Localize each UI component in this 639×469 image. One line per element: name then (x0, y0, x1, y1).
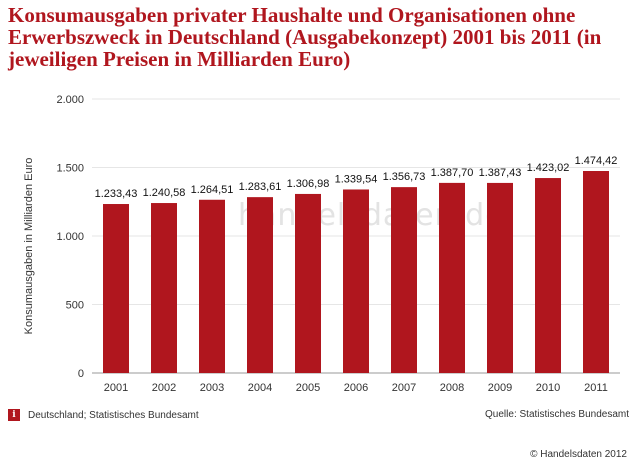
data-label-2002: 1.240,58 (143, 187, 186, 199)
bar-2003[interactable] (199, 199, 225, 373)
x-tick-label: 2006 (344, 382, 368, 394)
data-label-2008: 1.387,70 (431, 167, 474, 179)
source-quelle: Quelle: Statistisches Bundesamt (485, 409, 629, 420)
bar-2002[interactable] (151, 203, 177, 373)
footer-source: i Deutschland; Statistisches Bundesamt (8, 409, 199, 421)
data-label-2003: 1.264,51 (191, 184, 234, 196)
y-tick-label: 1.000 (56, 231, 84, 243)
x-tick-label: 2009 (488, 382, 512, 394)
bar-2005[interactable] (295, 193, 321, 373)
x-tick-label: 2001 (104, 382, 128, 394)
x-axis-ticks: 2001 2002 2003 2004 2005 2006 2007 2008 2009 2010… (104, 382, 608, 394)
x-tick-label: 2007 (392, 382, 416, 394)
bar-2007[interactable] (391, 187, 417, 373)
y-tick-label: 1.500 (56, 163, 84, 175)
data-label-2006: 1.339,54 (335, 173, 378, 185)
data-label-2001: 1.233,43 (95, 188, 138, 200)
bar-2009[interactable] (487, 182, 513, 373)
x-tick-label: 2005 (296, 382, 320, 394)
data-label-2010: 1.423,02 (527, 162, 570, 174)
y-axis-label: Konsumausgaben in Milliarden Euro (23, 158, 35, 335)
x-tick-label: 2010 (536, 382, 560, 394)
bar-2010[interactable] (535, 178, 561, 373)
bar-2006[interactable] (343, 189, 369, 373)
bar-2011[interactable] (583, 171, 609, 373)
x-tick-label: 2002 (152, 382, 176, 394)
y-axis-ticks: 0 500 1.000 1.500 2.000 (56, 94, 84, 380)
data-label-2005: 1.306,98 (287, 178, 330, 190)
bars: 1.233,43 1.240,58 1.264,51 1.283,61 1.306,98… (95, 155, 618, 373)
y-tick-label: 2.000 (56, 94, 84, 106)
data-label-2004: 1.283,61 (239, 181, 282, 193)
x-tick-label: 2003 (200, 382, 224, 394)
data-label-2007: 1.356,73 (383, 171, 426, 183)
region-source-text: Deutschland; Statistisches Bundesamt (28, 409, 199, 421)
bar-2001[interactable] (103, 204, 129, 373)
data-label-2011: 1.474,42 (575, 155, 618, 167)
bar-chart: 0 500 1.000 1.500 2.000 Konsumausgaben in Mi… (23, 94, 620, 394)
chart-title: Konsumausgaben privater Haushalte und Or… (8, 3, 602, 71)
y-tick-label: 500 (66, 300, 84, 312)
bar-2008[interactable] (439, 182, 465, 373)
data-label-2009: 1.387,43 (479, 167, 522, 179)
x-tick-label: 2011 (584, 382, 608, 394)
bar-2004[interactable] (247, 197, 273, 373)
x-tick-label: 2004 (248, 382, 272, 394)
copyright: © Handelsdaten 2012 (530, 449, 627, 460)
y-tick-label: 0 (78, 368, 84, 380)
info-icon[interactable]: i (8, 409, 20, 421)
x-tick-label: 2008 (440, 382, 464, 394)
